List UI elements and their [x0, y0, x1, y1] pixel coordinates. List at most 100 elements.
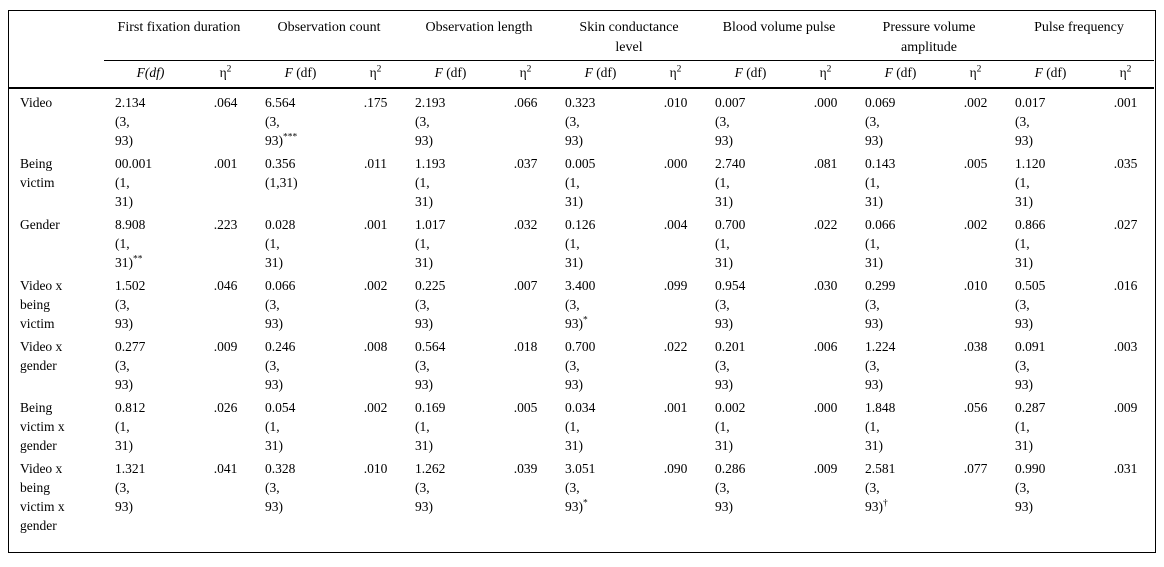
- f-value-cell: 0.700 (1, 31): [715, 217, 746, 270]
- eta-value-cell: .011: [363, 156, 388, 171]
- f-value-cell: 0.287 (1, 31): [1015, 400, 1046, 453]
- f-value-cell: 0.277 (3, 93): [115, 339, 146, 392]
- eta-value-cell: .032: [513, 217, 538, 232]
- f-value-cell: 0.091 (3, 93): [1015, 339, 1046, 392]
- f-value-cell: 8.908 (1, 31)**: [115, 217, 146, 270]
- eta-value-cell: .000: [663, 156, 688, 171]
- f-value-cell: 0.002 (1, 31): [715, 400, 746, 453]
- f-value-cell: 0.169 (1, 31): [415, 400, 446, 453]
- eta-value-cell: .016: [1113, 278, 1138, 293]
- f-value-cell: 0.007 (3, 93): [715, 95, 746, 148]
- f-value-cell: 0.034 (1, 31): [565, 400, 596, 453]
- f-value-cell: 00.001 (1, 31): [115, 156, 153, 209]
- f-df-header: F (df): [854, 61, 947, 89]
- eta-value-cell: .030: [813, 278, 838, 293]
- f-value-cell: 0.866 (1, 31): [1015, 217, 1046, 270]
- f-df-header: F (df): [254, 61, 347, 89]
- eta-value-cell: .037: [513, 156, 538, 171]
- stub-header: [9, 11, 104, 61]
- eta-value-cell: .018: [513, 339, 538, 354]
- eta-value-cell: .002: [363, 278, 388, 293]
- eta-value-cell: .001: [213, 156, 238, 171]
- eta-value-cell: .002: [963, 95, 988, 110]
- row-label: Video x being victim: [20, 278, 63, 331]
- eta-value-cell: .077: [963, 461, 988, 476]
- f-value-cell: 0.066 (3, 93): [265, 278, 296, 331]
- eta-value-cell: .066: [513, 95, 538, 110]
- eta-value-cell: .007: [513, 278, 538, 293]
- eta-value-cell: .002: [363, 400, 388, 415]
- column-group-header: Skin conductance level: [554, 11, 704, 61]
- eta-value-cell: .005: [513, 400, 538, 415]
- eta-value-cell: .001: [1113, 95, 1138, 110]
- stub-subheader: [9, 61, 104, 89]
- column-group-header: First fixation duration: [104, 11, 254, 61]
- column-group-header: Pressure volume amplitude: [854, 11, 1004, 61]
- f-value-cell: 2.134 (3, 93): [115, 95, 146, 148]
- eta-value-cell: .223: [213, 217, 238, 232]
- f-value-cell: 1.848 (1, 31): [865, 400, 896, 453]
- f-value-cell: 0.700 (3, 93): [565, 339, 596, 392]
- f-value-cell: 0.005 (1, 31): [565, 156, 596, 209]
- f-value-cell: 0.126 (1, 31): [565, 217, 596, 270]
- f-value-cell: 0.028 (1, 31): [265, 217, 296, 270]
- eta-value-cell: .039: [513, 461, 538, 476]
- f-value-cell: 0.225 (3, 93): [415, 278, 446, 331]
- anova-results-table: First fixation duration Observation count…: [8, 10, 1156, 553]
- column-group-header: Blood volume pulse: [704, 11, 854, 61]
- eta-header: η2: [197, 61, 254, 89]
- eta-value-cell: .175: [363, 95, 388, 110]
- eta-value-cell: .010: [663, 95, 688, 110]
- eta-value-cell: .022: [813, 217, 838, 232]
- column-group-header: Observation count: [254, 11, 404, 61]
- eta-value-cell: .003: [1113, 339, 1138, 354]
- eta-header: η2: [797, 61, 854, 89]
- row-label: Being victim: [20, 156, 55, 190]
- eta-value-cell: .008: [363, 339, 388, 354]
- f-value-cell: 0.812 (1, 31): [115, 400, 146, 453]
- eta-value-cell: .005: [963, 156, 988, 171]
- f-value-cell: 0.286 (3, 93): [715, 461, 746, 514]
- eta-value-cell: .056: [963, 400, 988, 415]
- eta-value-cell: .000: [813, 95, 838, 110]
- f-value-cell: 0.323 (3, 93): [565, 95, 596, 148]
- eta-value-cell: .009: [813, 461, 838, 476]
- eta-value-cell: .038: [963, 339, 988, 354]
- f-value-cell: 0.356 (1,31): [265, 156, 298, 190]
- f-value-cell: 0.017 (3, 93): [1015, 95, 1046, 148]
- eta-value-cell: .046: [213, 278, 238, 293]
- f-value-cell: 0.328 (3, 93): [265, 461, 296, 514]
- eta-value-cell: .009: [1113, 400, 1138, 415]
- f-value-cell: 0.990 (3, 93): [1015, 461, 1046, 514]
- eta-value-cell: .004: [663, 217, 688, 232]
- eta-value-cell: .001: [663, 400, 688, 415]
- f-value-cell: 1.017 (1, 31): [415, 217, 446, 270]
- eta-header: η2: [347, 61, 404, 89]
- f-df-header: F(df): [104, 61, 197, 89]
- f-value-cell: 0.246 (3, 93): [265, 339, 296, 392]
- f-value-cell: 0.564 (3, 93): [415, 339, 446, 392]
- row-label: Video x gender: [20, 339, 63, 373]
- row-label: Gender: [20, 217, 60, 232]
- f-value-cell: 0.954 (3, 93): [715, 278, 746, 331]
- f-df-header: F (df): [554, 61, 647, 89]
- f-value-cell: 0.054 (1, 31): [265, 400, 296, 453]
- eta-value-cell: .035: [1113, 156, 1138, 171]
- f-value-cell: 0.299 (3, 93): [865, 278, 896, 331]
- f-value-cell: 1.224 (3, 93): [865, 339, 896, 392]
- eta-value-cell: .027: [1113, 217, 1138, 232]
- eta-value-cell: .099: [663, 278, 688, 293]
- f-df-header: F (df): [1004, 61, 1097, 89]
- f-value-cell: 1.321 (3, 93): [115, 461, 146, 514]
- row-label: Video: [20, 95, 53, 110]
- f-value-cell: 0.201 (3, 93): [715, 339, 746, 392]
- f-value-cell: 3.400 (3, 93)*: [565, 278, 596, 331]
- column-group-header: Observation length: [404, 11, 554, 61]
- column-group-header: Pulse frequency: [1004, 11, 1154, 61]
- eta-value-cell: .009: [213, 339, 238, 354]
- f-value-cell: 0.069 (3, 93): [865, 95, 896, 148]
- eta-header: η2: [647, 61, 704, 89]
- f-value-cell: 2.581 (3, 93)†: [865, 461, 896, 514]
- eta-value-cell: .090: [663, 461, 688, 476]
